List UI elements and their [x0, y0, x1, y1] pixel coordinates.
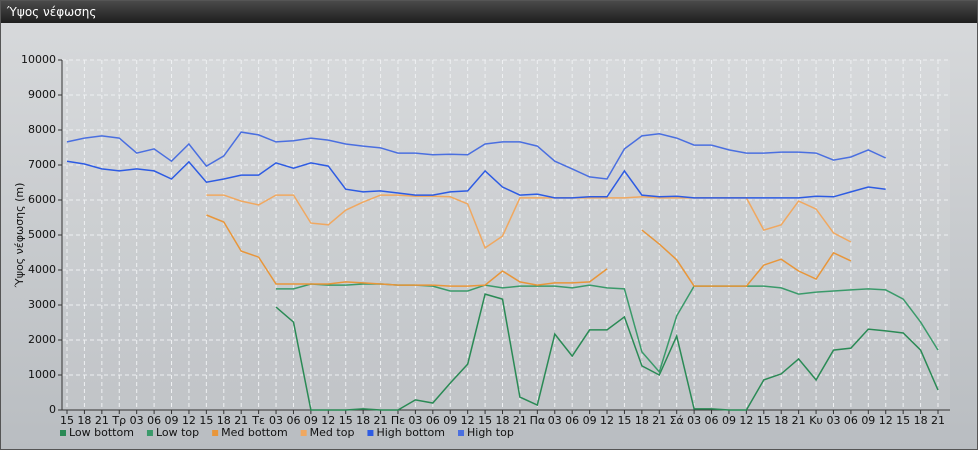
x-tick-label: 21: [95, 414, 109, 427]
x-tick-label: 06: [844, 414, 858, 427]
x-tick-label: 21: [931, 414, 945, 427]
x-tick-label: 15: [617, 414, 631, 427]
x-tick-label: 03: [130, 414, 144, 427]
y-tick-label: 8000: [28, 123, 56, 136]
chart: Ύψος νέφωσης (m) 0 1000 2000 3000 4000 5000 60…: [13, 53, 950, 439]
legend-label: High bottom: [376, 426, 445, 439]
x-tick-label: 09: [304, 414, 318, 427]
series-line: [275, 293, 939, 411]
x-tick-label: 09: [583, 414, 597, 427]
y-axis-label: Ύψος νέφωσης (m): [13, 183, 26, 289]
x-tick-label: 21: [513, 414, 527, 427]
x-tick-label: 21: [652, 414, 666, 427]
x-tick-label: 18: [635, 414, 649, 427]
series-line: [66, 160, 886, 199]
legend-label: High top: [467, 426, 514, 439]
x-tick-label: 18: [914, 414, 928, 427]
x-tick-label: 03: [548, 414, 562, 427]
y-tick-label: 3000: [28, 298, 56, 311]
x-tick-label: 12: [182, 414, 196, 427]
x-tick-label: Σά: [670, 414, 684, 427]
legend-marker: [146, 430, 153, 436]
x-tick-label: 03: [269, 414, 283, 427]
x-tick-label: 03: [687, 414, 701, 427]
y-tick-label: 7000: [28, 158, 56, 171]
y-tick-label: 2000: [28, 333, 56, 346]
y-tick-label: 10000: [21, 53, 56, 66]
legend-marker: [212, 430, 219, 436]
x-tick-label: 06: [286, 414, 300, 427]
x-tick-label: 03: [408, 414, 422, 427]
title-bar: Ύψος νέφωσης: [1, 1, 977, 23]
x-tick-label: 06: [147, 414, 161, 427]
x-tick-label: Πα: [530, 414, 546, 427]
legend-marker: [60, 430, 66, 436]
x-tick-label: 15: [896, 414, 910, 427]
y-tick-label: 5000: [28, 228, 56, 241]
legend-label: Med top: [310, 426, 355, 439]
x-tick-label: 15: [199, 414, 213, 427]
x-tick-label: Τρ: [111, 414, 126, 427]
x-tick-label: 03: [826, 414, 840, 427]
x-tick-label: 21: [792, 414, 806, 427]
y-tick-label: 6000: [28, 193, 56, 206]
x-tick-label: 06: [565, 414, 579, 427]
legend-label: Low top: [156, 426, 199, 439]
x-tick-label: 09: [443, 414, 457, 427]
x-tick-label: 15: [60, 414, 74, 427]
x-tick-label: 15: [339, 414, 353, 427]
x-tick-label: 12: [739, 414, 753, 427]
x-tick-label: 06: [426, 414, 440, 427]
y-tick-label: 9000: [28, 88, 56, 101]
x-tick-label: 21: [374, 414, 388, 427]
legend-marker: [367, 430, 374, 436]
x-tick-label: 09: [165, 414, 179, 427]
x-tick-label: 12: [321, 414, 335, 427]
x-tick-label: 18: [77, 414, 91, 427]
x-tick-label: 18: [217, 414, 231, 427]
y-tick-label: 0: [49, 403, 56, 416]
y-tick-label: 4000: [28, 263, 56, 276]
x-tick-label: 18: [774, 414, 788, 427]
legend-marker: [458, 430, 464, 436]
legend-marker: [300, 430, 307, 436]
series-line: [66, 131, 887, 180]
x-tick-label: 12: [600, 414, 614, 427]
x-tick-label: 21: [234, 414, 248, 427]
y-tick-label: 1000: [28, 368, 56, 381]
legend-label: Low bottom: [69, 426, 134, 439]
x-tick-label: Κυ: [809, 414, 823, 427]
x-tick-label: 12: [879, 414, 893, 427]
legend-label: Med bottom: [221, 426, 288, 439]
x-tick-label: Πε: [391, 414, 405, 427]
x-tick-label: 18: [356, 414, 370, 427]
x-tick-label: Τε: [251, 414, 265, 427]
x-tick-label: 06: [705, 414, 719, 427]
x-tick-label: 15: [478, 414, 492, 427]
series-line: [206, 214, 852, 287]
x-tick-label: 09: [722, 414, 736, 427]
x-tick-label: 12: [461, 414, 475, 427]
x-tick-label: 18: [496, 414, 510, 427]
x-tick-label: 15: [757, 414, 771, 427]
x-tick-label: 09: [861, 414, 875, 427]
